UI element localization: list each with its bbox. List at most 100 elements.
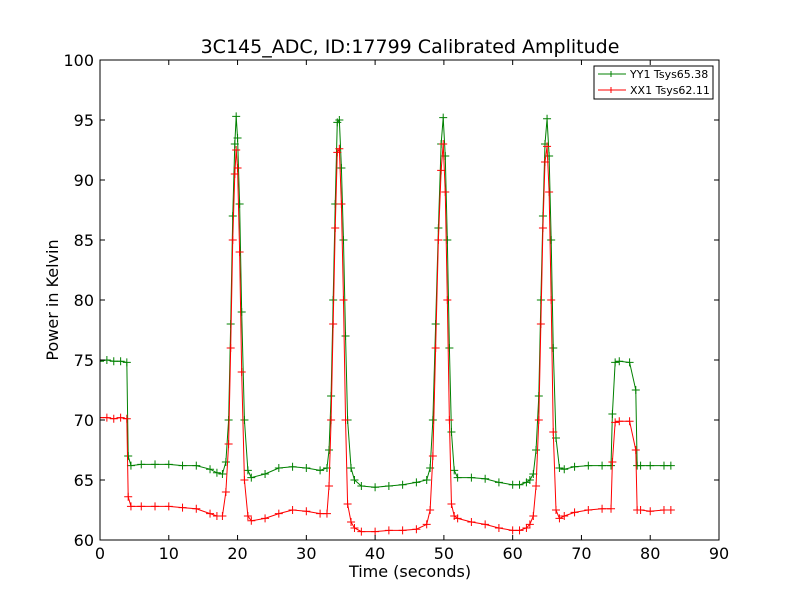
data-point <box>212 468 221 477</box>
data-point <box>534 416 543 424</box>
data-point <box>226 344 235 352</box>
data-point <box>543 114 552 123</box>
data-point <box>371 527 380 536</box>
y-tick-label: 70 <box>74 411 94 430</box>
legend-label-xx1: XX1 Tsys62.11 <box>630 84 710 97</box>
data-point <box>439 140 448 148</box>
data-point <box>350 524 359 532</box>
series-0 <box>100 112 675 492</box>
data-point <box>560 465 569 474</box>
data-point <box>339 296 348 304</box>
data-point <box>666 506 675 514</box>
data-point <box>230 140 239 148</box>
x-tick-label: 40 <box>365 544 385 563</box>
data-point <box>316 466 325 475</box>
x-tick-label: 10 <box>159 544 179 563</box>
data-point <box>508 480 517 489</box>
y-tick-label: 60 <box>74 531 94 550</box>
data-point <box>102 413 111 422</box>
data-point <box>230 170 239 178</box>
data-point <box>339 236 348 244</box>
data-point <box>666 461 675 470</box>
data-point <box>570 508 579 517</box>
data-point <box>274 464 283 472</box>
data-point <box>552 506 560 514</box>
data-point <box>447 500 456 508</box>
data-point <box>164 460 173 469</box>
data-point <box>237 368 246 376</box>
data-point <box>337 200 346 208</box>
data-point <box>549 428 558 436</box>
data-point <box>337 164 346 172</box>
data-point <box>481 520 490 529</box>
data-point <box>560 512 569 520</box>
data-point <box>555 464 564 472</box>
data-point <box>232 146 241 154</box>
data-point <box>547 296 556 304</box>
data-point <box>584 461 593 470</box>
data-point <box>192 461 201 470</box>
data-point <box>371 483 380 492</box>
legend-marker-xx1 <box>608 87 614 93</box>
data-point <box>247 473 256 482</box>
data-point <box>431 344 440 352</box>
data-point <box>124 452 133 460</box>
data-point <box>625 417 634 426</box>
data-point <box>439 113 448 122</box>
data-point <box>598 461 607 470</box>
data-point <box>124 492 133 501</box>
data-point <box>347 464 356 472</box>
data-point <box>178 503 187 512</box>
data-point <box>540 158 549 166</box>
data-point <box>228 212 237 220</box>
data-point <box>525 476 534 484</box>
data-point <box>428 416 437 424</box>
data-point <box>543 142 552 151</box>
x-tick-label: 80 <box>640 544 660 563</box>
data-point <box>447 428 456 436</box>
data-point <box>350 476 359 484</box>
x-tick-label: 90 <box>709 544 729 563</box>
data-point <box>232 112 241 121</box>
data-point <box>164 502 173 511</box>
data-point <box>341 332 350 340</box>
data-point <box>100 413 104 422</box>
legend-marker-yy1 <box>608 71 614 77</box>
data-point <box>422 520 431 529</box>
data-point <box>261 470 270 478</box>
data-point <box>325 482 334 490</box>
data-point <box>274 509 283 518</box>
data-point <box>343 500 352 508</box>
data-point <box>126 461 135 470</box>
data-point <box>122 358 131 367</box>
data-point <box>426 464 435 472</box>
data-point <box>508 526 517 535</box>
data-point <box>357 527 366 536</box>
data-point <box>659 506 668 514</box>
data-point <box>615 357 624 366</box>
data-point <box>422 476 431 484</box>
legend: YY1 Tsys65.38 XX1 Tsys62.11 <box>593 65 714 100</box>
data-point <box>327 416 336 424</box>
series-layer <box>100 112 675 536</box>
data-point <box>261 514 270 523</box>
y-tick-label: 80 <box>74 291 94 310</box>
data-point <box>302 507 311 516</box>
data-point <box>525 520 534 529</box>
data-point <box>608 410 617 418</box>
data-point <box>228 236 237 244</box>
y-tick-label: 65 <box>74 471 94 490</box>
data-point <box>240 416 249 424</box>
data-point <box>443 296 452 304</box>
data-point <box>192 504 201 513</box>
data-point <box>536 320 545 328</box>
data-point <box>549 344 558 352</box>
data-point <box>126 502 135 511</box>
data-point <box>453 514 462 523</box>
series-line <box>100 143 671 533</box>
x-tick-label: 60 <box>502 544 522 563</box>
y-tick-label: 100 <box>63 51 94 70</box>
data-point <box>178 461 187 470</box>
series-line <box>100 116 671 488</box>
